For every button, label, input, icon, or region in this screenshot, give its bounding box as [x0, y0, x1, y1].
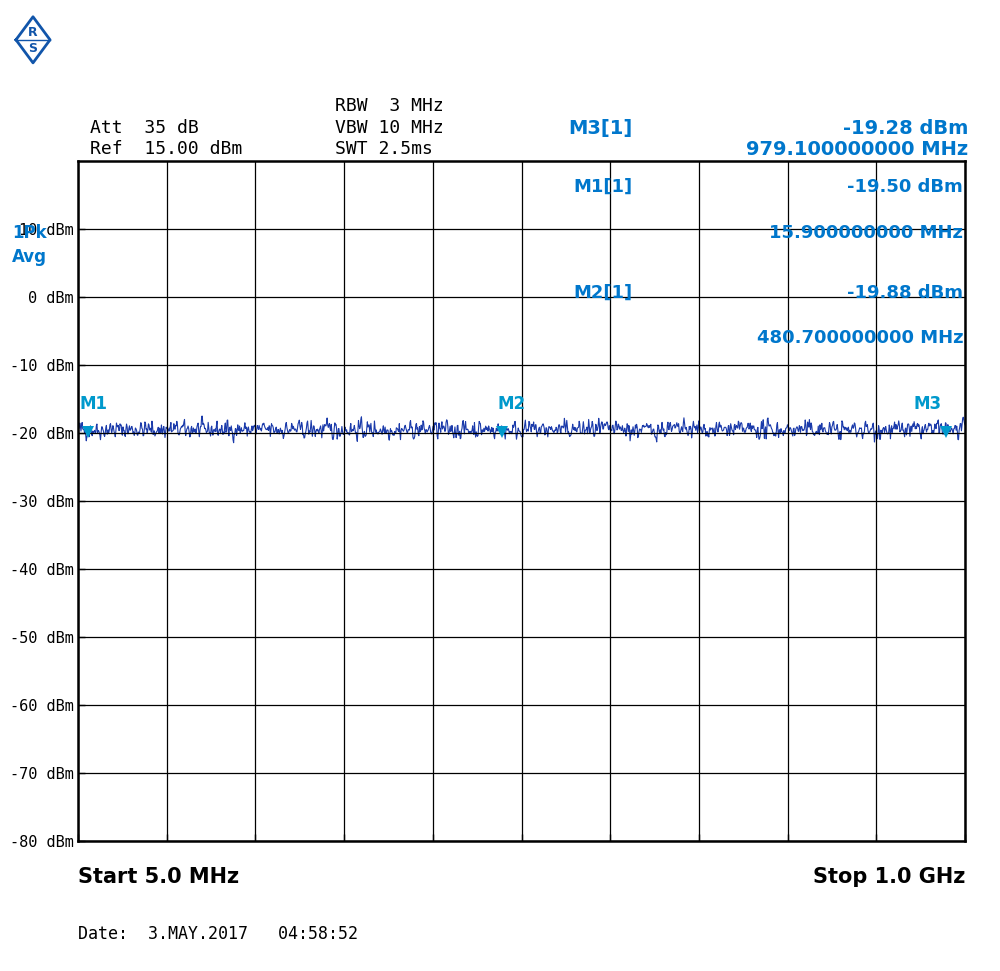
Text: M3: M3 — [914, 394, 942, 413]
Text: VBW 10 MHz: VBW 10 MHz — [335, 119, 444, 138]
Text: R: R — [28, 26, 38, 39]
Text: -19.88 dBm: -19.88 dBm — [847, 284, 963, 302]
Text: Date:  3.MAY.2017   04:58:52: Date: 3.MAY.2017 04:58:52 — [78, 925, 358, 943]
Text: M1[1]: M1[1] — [573, 179, 632, 196]
Text: 480.700000000 MHz: 480.700000000 MHz — [757, 329, 963, 347]
Text: -19.28 dBm: -19.28 dBm — [843, 119, 968, 139]
Text: M2[1]: M2[1] — [573, 284, 632, 302]
Text: M3[1]: M3[1] — [568, 119, 632, 139]
Text: 15.900000000 MHz: 15.900000000 MHz — [769, 223, 963, 242]
Text: SWT 2.5ms: SWT 2.5ms — [335, 140, 433, 158]
Text: -19.50 dBm: -19.50 dBm — [847, 179, 963, 196]
Text: S: S — [28, 42, 38, 54]
Text: Start 5.0 MHz: Start 5.0 MHz — [78, 867, 239, 887]
Text: Stop 1.0 GHz: Stop 1.0 GHz — [813, 867, 965, 887]
Text: M2: M2 — [498, 394, 526, 413]
Text: Avg: Avg — [12, 249, 47, 266]
Text: RBW  3 MHz: RBW 3 MHz — [335, 97, 444, 116]
Text: M1: M1 — [80, 394, 108, 413]
Text: Att  35 dB: Att 35 dB — [90, 119, 199, 138]
Text: Ref  15.00 dBm: Ref 15.00 dBm — [90, 140, 242, 158]
Text: 1Pk: 1Pk — [12, 224, 47, 242]
Text: 979.100000000 MHz: 979.100000000 MHz — [746, 140, 968, 159]
